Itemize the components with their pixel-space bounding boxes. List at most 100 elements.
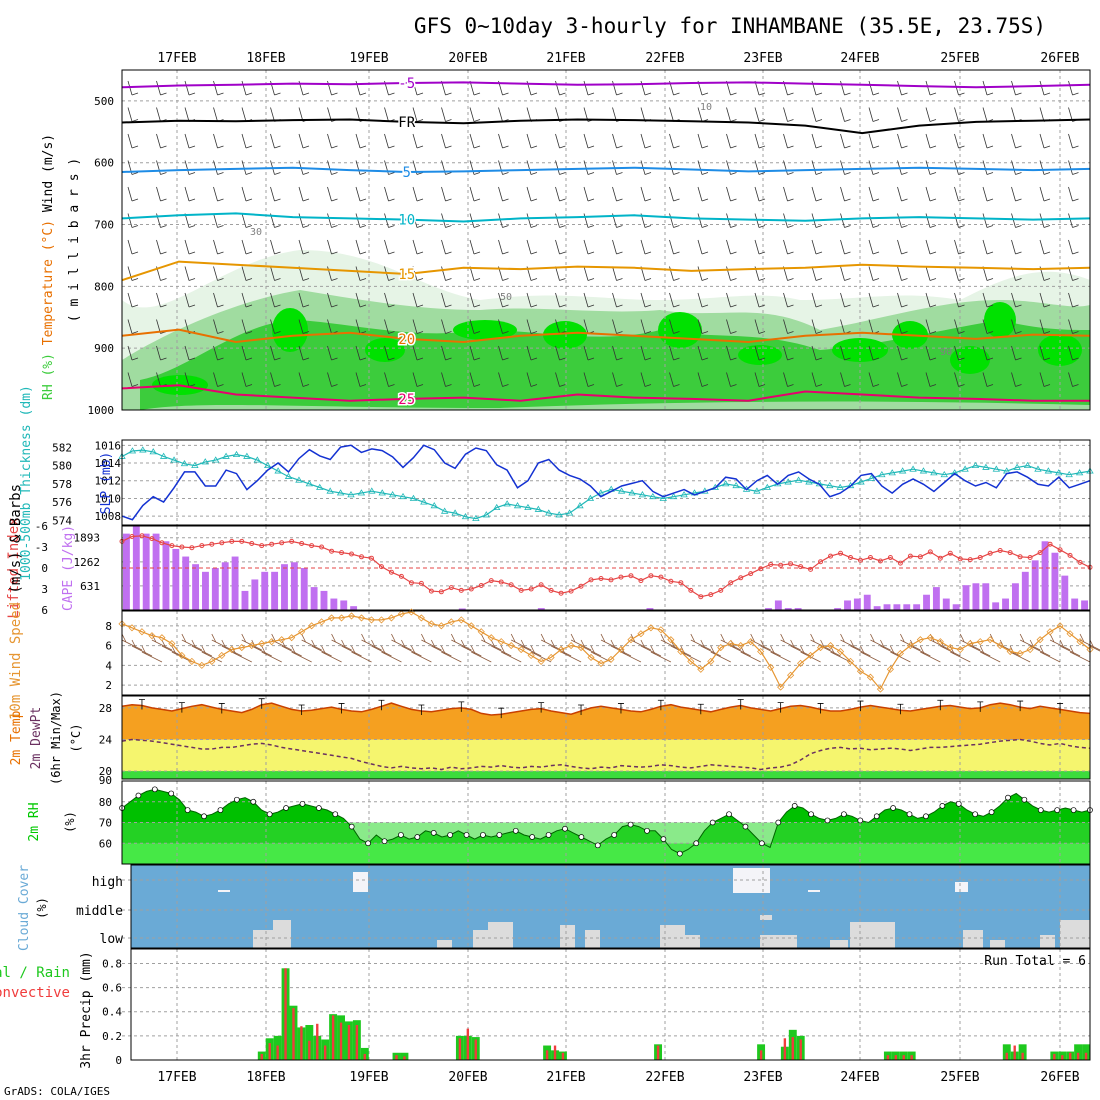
wind-barb xyxy=(868,372,880,387)
cape-bar xyxy=(1041,541,1049,610)
wind-marker xyxy=(926,634,934,642)
thickness-marker xyxy=(440,507,449,514)
rh-marker xyxy=(463,832,470,838)
wind-marker xyxy=(836,647,845,656)
wind-barb xyxy=(954,319,965,334)
li-marker xyxy=(877,558,883,564)
wind-barb xyxy=(213,80,224,96)
precip-convective-bar xyxy=(300,1026,303,1060)
wind-marker xyxy=(1056,622,1064,630)
wind-barb xyxy=(697,292,709,308)
wind-barb xyxy=(1039,372,1051,387)
precip-convective-bar xyxy=(474,1039,477,1060)
wind-marker xyxy=(856,667,865,675)
li-marker xyxy=(1007,550,1013,556)
thickness-marker xyxy=(326,487,334,494)
rh-marker xyxy=(365,840,371,847)
wind-marker xyxy=(437,622,445,630)
thickness-marker xyxy=(461,512,470,520)
wind-barb xyxy=(726,160,737,175)
rh-marker xyxy=(480,832,486,838)
wind-barb xyxy=(327,133,338,149)
thickness-marker xyxy=(617,487,626,494)
wind-barb xyxy=(327,239,338,255)
wind-barb xyxy=(127,239,139,255)
wind-barb xyxy=(640,639,662,657)
precip-convective-bar xyxy=(1053,1053,1056,1060)
wind-barb xyxy=(669,133,680,149)
li-marker xyxy=(867,555,873,560)
wind-barb xyxy=(868,239,880,255)
wind-marker xyxy=(517,645,525,654)
wind-marker xyxy=(417,614,425,622)
wind-barb xyxy=(441,292,452,308)
wind-marker xyxy=(1006,647,1014,656)
run-total-annotation: Run Total = 6 xyxy=(984,954,1086,969)
wind-barb xyxy=(954,372,965,387)
legend-convective: Convective xyxy=(0,985,70,1001)
wind-barb xyxy=(897,80,908,96)
li-marker xyxy=(798,564,804,570)
minmax-bar xyxy=(218,703,225,714)
rh-marker xyxy=(332,811,339,818)
li-marker xyxy=(1027,555,1033,560)
li-marker xyxy=(997,548,1003,553)
thickness-marker xyxy=(586,494,595,501)
isotherm-line xyxy=(121,384,1090,402)
li-marker xyxy=(159,540,165,546)
minmax-bar xyxy=(617,703,624,714)
li-marker xyxy=(618,574,624,580)
wind-barb xyxy=(669,345,680,361)
rh-marker xyxy=(233,796,240,803)
date-tick-top: 21FEB xyxy=(546,51,585,66)
wind-barb xyxy=(213,292,224,308)
li-marker xyxy=(488,578,494,584)
wind-barb xyxy=(555,213,566,228)
minmax-bar xyxy=(258,698,265,709)
precip-convective-bar xyxy=(331,1015,335,1060)
li-marker xyxy=(129,534,135,539)
minmax-bar xyxy=(857,700,864,712)
y-axis-label: SLP (mb) xyxy=(99,452,114,515)
thickness-marker xyxy=(159,452,168,459)
cape-bar xyxy=(893,604,901,610)
wind-marker xyxy=(667,636,675,644)
wind-barb xyxy=(131,639,153,657)
wind-marker xyxy=(1036,636,1044,644)
wind-barb xyxy=(1011,319,1022,334)
wind-barb xyxy=(811,345,823,361)
y-axis-label: ( m i l l i b a r s ) xyxy=(67,158,82,322)
wind-barb xyxy=(925,213,937,228)
rh-contour-label: 90 xyxy=(940,347,952,358)
wind-barb xyxy=(783,107,794,122)
cloud-box xyxy=(488,922,513,948)
wind-barb xyxy=(555,292,566,308)
y-tick-label: 500 xyxy=(94,95,114,108)
li-marker xyxy=(937,555,943,561)
minmax-bar xyxy=(657,699,664,711)
li-marker xyxy=(698,594,704,600)
thickness-marker xyxy=(721,480,730,487)
rh-marker xyxy=(512,827,519,834)
thickness-marker xyxy=(253,456,262,463)
thickness-marker xyxy=(628,489,636,496)
wind-barb xyxy=(783,319,794,334)
wind-marker xyxy=(777,683,785,691)
wind-barb xyxy=(241,213,253,228)
wind-barb xyxy=(610,639,632,657)
y-tick-label: 578 xyxy=(52,478,72,491)
thickness-marker xyxy=(659,494,667,501)
cape-bar xyxy=(774,600,782,610)
wind-barb xyxy=(754,372,766,387)
wind-barb xyxy=(612,345,623,361)
wind-barb xyxy=(181,633,203,651)
wind-barb xyxy=(640,319,652,334)
wind-barb xyxy=(161,639,183,657)
rh-marker xyxy=(873,813,880,820)
wind-barb xyxy=(783,345,794,361)
panel-frame xyxy=(130,864,1091,949)
wind-barb xyxy=(640,133,652,149)
li-marker xyxy=(468,586,474,592)
wind-barb xyxy=(868,345,880,361)
wind-barb xyxy=(954,345,965,361)
